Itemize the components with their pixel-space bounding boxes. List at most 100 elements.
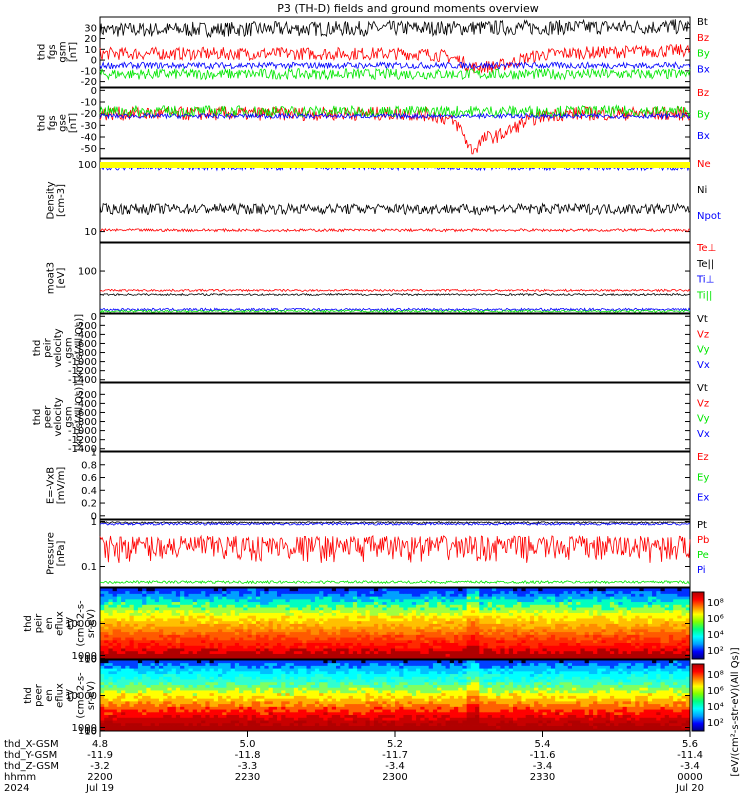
spectrogram-cell <box>146 643 151 646</box>
spectrogram-cell <box>315 723 320 726</box>
spectrogram-cell <box>648 615 653 618</box>
spectrogram-cell <box>290 604 295 607</box>
spectrogram-cell <box>479 629 484 632</box>
spectrogram-cell <box>623 626 628 629</box>
spectrogram-cell <box>172 591 177 594</box>
spectrogram-cell <box>294 593 299 596</box>
spectrogram-cell <box>197 715 202 718</box>
spectrogram-cell <box>547 629 552 632</box>
spectrogram-cell <box>151 591 156 594</box>
spectrogram-cell <box>635 604 640 607</box>
spectrogram-cell <box>538 632 543 635</box>
spectrogram-cell <box>290 634 295 637</box>
spectrogram-cell <box>644 618 649 621</box>
spectrogram-cell <box>479 712 484 715</box>
spectrogram-cell <box>513 593 518 596</box>
spectrogram-cell <box>193 645 198 648</box>
spectrogram-cell <box>677 596 682 599</box>
y-axis-label-line: [mV/m] <box>56 467 67 505</box>
spectrogram-cell <box>277 593 282 596</box>
spectrogram-cell <box>395 629 400 632</box>
spectrogram-cell <box>517 640 522 643</box>
spectrogram-cell <box>294 615 299 618</box>
chart-title: P3 (TH-D) fields and ground moments over… <box>277 2 539 15</box>
spectrogram-cell <box>184 651 189 654</box>
spectrogram-cell <box>399 637 404 640</box>
spectrogram-cell <box>353 723 358 726</box>
spectrogram-cell <box>593 624 598 627</box>
spectrogram-cell <box>269 643 274 646</box>
spectrogram-cell <box>125 634 130 637</box>
spectrogram-cell <box>214 709 219 712</box>
spectrogram-cell <box>248 613 253 616</box>
spectrogram-cell <box>235 613 240 616</box>
spectrogram-cell <box>260 723 265 726</box>
spectrogram-cell <box>243 618 248 621</box>
spectrogram-cell <box>125 604 130 607</box>
spectrogram-cell <box>551 604 556 607</box>
spectrogram-cell <box>294 648 299 651</box>
spectrogram-cell <box>353 593 358 596</box>
spectrogram-cell <box>243 626 248 629</box>
spectrogram-cell <box>547 613 552 616</box>
spectrogram-cell <box>492 624 497 627</box>
spectrogram-cell <box>159 596 164 599</box>
spectrogram-cell <box>538 615 543 618</box>
spectrogram-cell <box>593 593 598 596</box>
spectrogram-cell <box>104 637 109 640</box>
spectrogram-cell <box>454 651 459 654</box>
spectrogram-cell <box>530 624 535 627</box>
spectrogram-cell <box>239 610 244 613</box>
spectrogram-cell <box>353 615 358 618</box>
spectrogram-cell <box>134 610 139 613</box>
spectrogram-cell <box>307 604 312 607</box>
spectrogram-cell <box>416 643 421 646</box>
spectrogram-cell <box>479 618 484 621</box>
spectrogram-cell <box>307 720 312 723</box>
spectrogram-cell <box>235 643 240 646</box>
spectrogram-cell <box>656 599 661 602</box>
spectrogram-cell <box>387 624 392 627</box>
spectrogram-cell <box>159 613 164 616</box>
spectrogram-cell <box>323 624 328 627</box>
spectrogram-cell <box>307 726 312 729</box>
spectrogram-cell <box>205 634 210 637</box>
spectrogram-cell <box>500 604 505 607</box>
spectrogram-cell <box>146 607 151 610</box>
spectrogram-cell <box>108 654 113 657</box>
spectrogram-cell <box>429 629 434 632</box>
spectrogram-cell <box>564 610 569 613</box>
spectrogram-cell <box>264 593 269 596</box>
spectrogram-cell <box>614 607 619 610</box>
spectrogram-cell <box>285 629 290 632</box>
spectrogram-cell <box>142 626 147 629</box>
spectrogram-cell <box>425 726 430 729</box>
spectrogram-cell <box>340 720 345 723</box>
spectrogram-cell <box>130 613 135 616</box>
spectrogram-cell <box>163 640 168 643</box>
spectrogram-cell <box>559 723 564 726</box>
spectrogram-cell <box>205 709 210 712</box>
spectrogram-cell <box>332 626 337 629</box>
spectrogram-cell <box>652 615 657 618</box>
spectrogram-cell <box>429 626 434 629</box>
spectrogram-cell <box>315 643 320 646</box>
spectrogram-cell <box>572 610 577 613</box>
spectrogram-cell <box>290 632 295 635</box>
spectrogram-cell <box>500 651 505 654</box>
spectrogram-cell <box>416 712 421 715</box>
spectrogram-cell <box>471 599 476 602</box>
spectrogram-cell <box>193 715 198 718</box>
spectrogram-cell <box>602 637 607 640</box>
spectrogram-cell <box>450 599 455 602</box>
spectrogram-cell <box>361 591 366 594</box>
spectrogram-cell <box>197 720 202 723</box>
spectrogram-cell <box>344 643 349 646</box>
spectrogram-cell <box>387 593 392 596</box>
spectrogram-cell <box>673 599 678 602</box>
spectrogram-cell <box>576 591 581 594</box>
spectrogram-cell <box>576 607 581 610</box>
spectrogram-cell <box>661 596 666 599</box>
spectrogram-cell <box>559 651 564 654</box>
spectrogram-cell <box>416 726 421 729</box>
